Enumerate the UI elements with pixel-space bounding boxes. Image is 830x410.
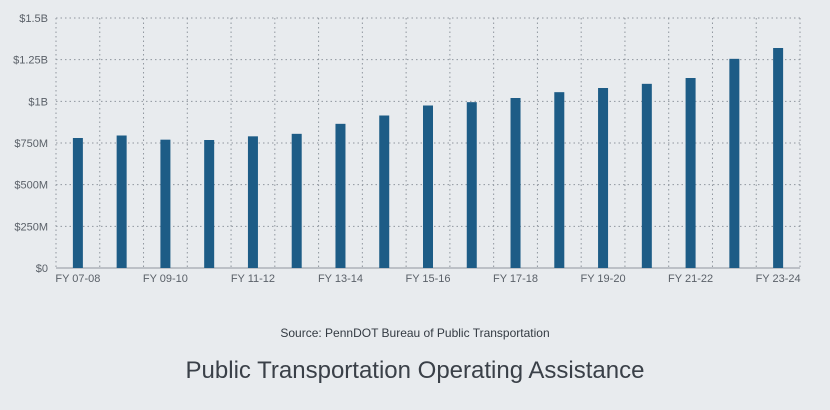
y-tick-label: $1.25B — [13, 55, 48, 67]
bar-chart: $0 $250M $500M $750M $1B $1.25B $1.5B FY 07-08… — [13, 13, 801, 285]
x-tick-label: FY 21-22 — [668, 273, 713, 285]
x-tick-label: FY 23-24 — [756, 273, 801, 285]
x-axis-tick-labels: FY 07-08 FY 09-10 FY 11-12 FY 13-14 FY 15-16… — [55, 273, 800, 285]
y-tick-label: $750M — [14, 138, 48, 150]
bar-fy-16-17 — [466, 102, 477, 269]
y-tick-label: $0 — [36, 263, 48, 275]
bar-fy-15-16 — [423, 105, 433, 268]
x-tick-label: FY 13-14 — [318, 273, 363, 285]
x-tick-label: FY 15-16 — [405, 273, 450, 285]
bar-fy-21-22 — [685, 78, 696, 268]
bar-fy-10-11 — [204, 140, 215, 268]
bar-fy-20-21 — [641, 83, 652, 268]
bar-fy-23-24 — [773, 48, 784, 268]
y-tick-label: $1.5B — [19, 13, 48, 25]
bar-fy-14-15 — [379, 115, 390, 268]
y-tick-label: $1B — [28, 96, 48, 108]
bar-fy-08-09 — [116, 135, 127, 268]
x-tick-label: FY 07-08 — [55, 273, 100, 285]
bar-fy-12-13 — [291, 133, 302, 268]
bar-fy-09-10 — [160, 139, 171, 268]
chart-title: Public Transportation Operating Assistan… — [185, 357, 645, 384]
bar-fy-17-18 — [510, 98, 521, 268]
bar-series — [72, 48, 784, 269]
x-tick-label: FY 09-10 — [143, 273, 188, 285]
x-tick-label: FY 17-18 — [493, 273, 538, 285]
bar-fy-18-19 — [554, 92, 565, 269]
bar-fy-11-12 — [247, 136, 258, 268]
bar-fy-19-20 — [598, 88, 609, 268]
bar-fy-07-08 — [72, 138, 83, 268]
y-tick-label: $500M — [14, 180, 48, 192]
y-axis-tick-labels: $0 $250M $500M $750M $1B $1.25B $1.5B — [13, 13, 48, 275]
x-tick-label: FY 11-12 — [231, 273, 275, 285]
bar-fy-13-14 — [335, 123, 346, 268]
y-tick-label: $250M — [14, 221, 48, 233]
x-tick-label: FY 19-20 — [581, 273, 626, 285]
gridlines — [55, 17, 801, 269]
chart-source-note: Source: PennDOT Bureau of Public Transpo… — [280, 326, 550, 340]
bar-fy-22-23 — [729, 58, 740, 269]
